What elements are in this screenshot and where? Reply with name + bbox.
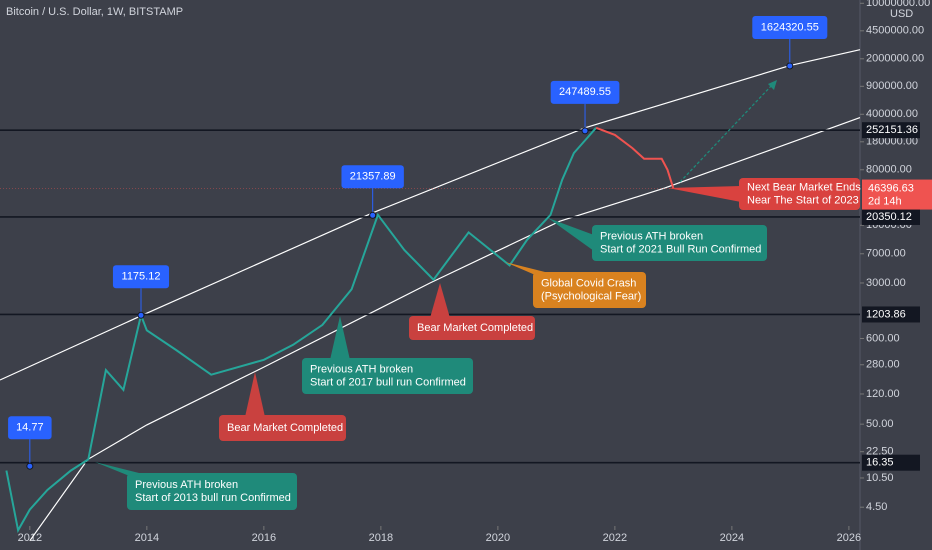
- current-price-label: 46396.63: [868, 182, 914, 194]
- price-line: [595, 126, 675, 189]
- y-tick-label: 7000.00: [866, 248, 906, 260]
- callout-pointer: [430, 283, 450, 318]
- level-label: 252151.36: [866, 124, 918, 136]
- y-tick-label: 600.00: [866, 332, 900, 344]
- y-tick-label: 50.00: [866, 418, 894, 430]
- callout-box: [127, 473, 297, 510]
- callout-box: [739, 178, 860, 210]
- peak-point: [26, 462, 34, 470]
- y-tick-label: 900000.00: [866, 80, 918, 92]
- regression-curve: [29, 117, 861, 542]
- countdown-label: 2d 14h: [868, 195, 902, 207]
- current-price-box: [862, 179, 932, 210]
- y-unit: USD: [890, 8, 913, 20]
- callout-text: (Psychological Fear): [541, 290, 641, 302]
- callout-box: [219, 415, 346, 441]
- callout-pointer: [245, 372, 265, 417]
- projection-arrow: [679, 83, 774, 183]
- x-tick-label: 2020: [486, 532, 510, 544]
- peak-label-box: [341, 165, 404, 189]
- callout-pointer: [548, 218, 594, 251]
- peak-label-box: [112, 265, 170, 289]
- level-label-box: [862, 454, 920, 471]
- peak-label: 1175.12: [122, 271, 161, 283]
- peak-label-box: [8, 416, 52, 440]
- peak-point: [137, 311, 145, 319]
- callout-pointer: [505, 262, 553, 274]
- callout-text: Near The Start of 2023: [747, 194, 859, 206]
- regression-curve: [0, 49, 861, 381]
- peak-point: [369, 211, 377, 219]
- y-tick-label: 4500000.00: [866, 25, 924, 37]
- callout-text: Start of 2021 Bull Run Confirmed: [600, 243, 761, 255]
- callout-pointer: [330, 316, 350, 360]
- callout-text: Previous ATH broken: [600, 230, 703, 242]
- level-label-box: [862, 208, 920, 225]
- callout-text: Bear Market Completed: [227, 422, 343, 434]
- y-tick-label: 4.50: [866, 501, 887, 513]
- y-tick-label: 2000000.00: [866, 53, 924, 65]
- y-tick-label: 22.50: [866, 446, 894, 458]
- chart-title: Bitcoin / U.S. Dollar, 1W, BITSTAMP: [6, 6, 183, 18]
- peak-label: 247489.55: [559, 86, 611, 98]
- y-tick-label: 80000.00: [866, 164, 912, 176]
- level-label-box: [862, 306, 920, 323]
- callout-text: Next Bear Market Ends: [747, 181, 861, 193]
- peak-label-box: [752, 15, 828, 39]
- level-label: 20350.12: [866, 211, 912, 223]
- callout-box: [592, 225, 767, 261]
- y-tick-label: 120.00: [866, 388, 900, 400]
- price-line: [5, 127, 597, 534]
- x-tick-label: 2022: [603, 532, 627, 544]
- x-tick-label: 2014: [135, 532, 159, 544]
- y-tick-label: 10.50: [866, 472, 894, 484]
- x-tick-label: 2012: [18, 532, 42, 544]
- x-tick-label: 2026: [837, 532, 861, 544]
- level-label: 1203.86: [866, 308, 906, 320]
- peak-point: [581, 127, 589, 135]
- peak-label-box: [550, 80, 620, 104]
- callout-pointer: [95, 462, 147, 475]
- callout-text: Previous ATH broken: [135, 479, 238, 491]
- callout-text: Global Covid Crash: [541, 277, 636, 289]
- peak-label: 1624320.55: [761, 21, 819, 33]
- callout-box: [302, 358, 473, 394]
- y-tick-label: 180000.00: [866, 136, 918, 148]
- x-tick-label: 2024: [720, 532, 744, 544]
- level-label: 16.35: [866, 457, 894, 469]
- callout-pointer: [668, 186, 741, 202]
- x-tick-label: 2016: [252, 532, 276, 544]
- peak-label: 14.77: [16, 422, 44, 434]
- callout-text: Previous ATH broken: [310, 363, 413, 375]
- y-tick-label: 280.00: [866, 359, 900, 371]
- y-tick-label: 10000000.00: [866, 0, 930, 9]
- x-tick-label: 2018: [369, 532, 393, 544]
- callout-text: Start of 2017 bull run Confirmed: [310, 376, 466, 388]
- y-tick-label: 3000.00: [866, 277, 906, 289]
- level-label-box: [862, 122, 920, 139]
- y-tick-label: 400000.00: [866, 108, 918, 120]
- peak-point: [786, 62, 794, 70]
- callout-text: Bear Market Completed: [417, 322, 533, 334]
- peak-label: 21357.89: [350, 171, 396, 183]
- callout-box: [409, 316, 535, 340]
- arrow-head: [768, 80, 777, 90]
- callout-box: [533, 272, 646, 308]
- callout-text: Start of 2013 bull run Confirmed: [135, 492, 291, 504]
